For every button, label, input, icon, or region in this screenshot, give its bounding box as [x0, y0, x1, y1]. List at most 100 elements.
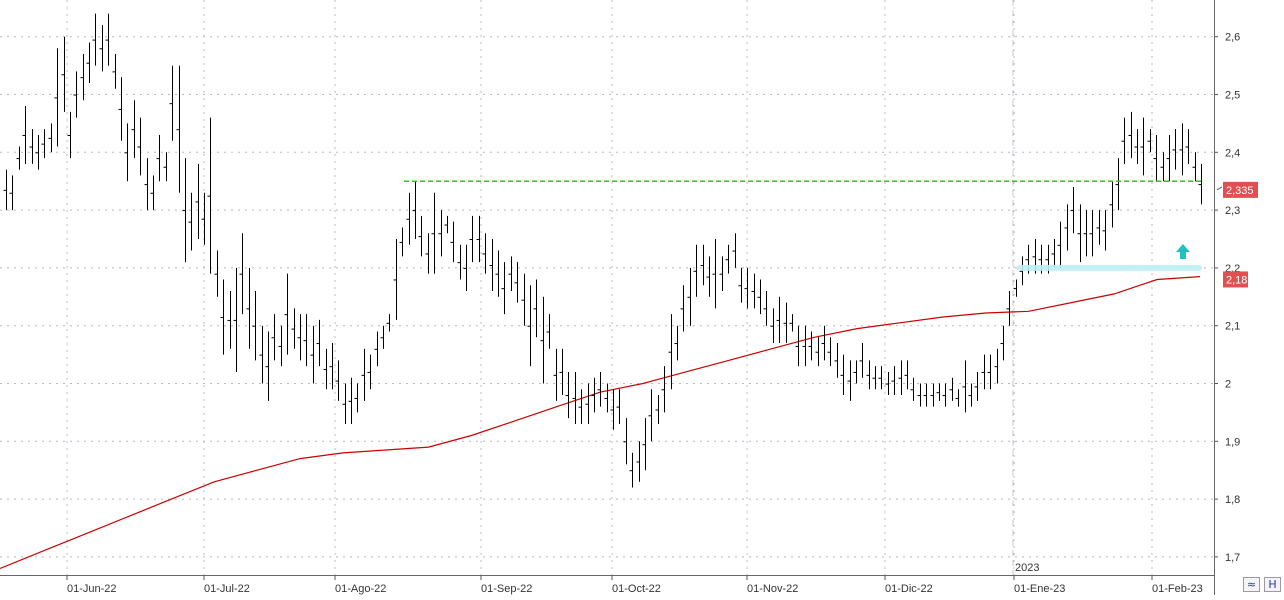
price-bar — [994, 348, 998, 384]
price-bar — [1102, 210, 1106, 251]
price-bar — [642, 418, 646, 471]
price-bar — [476, 215, 480, 263]
price-bar — [732, 233, 736, 268]
price-bar — [482, 233, 486, 274]
last-price-pointer — [1216, 186, 1223, 191]
price-bar — [1057, 221, 1061, 268]
price-bar — [789, 314, 793, 332]
axes: 1,71,81,922,12,22,32,42,52,601-Jun-22 01-… — [0, 0, 1258, 595]
price-bar — [457, 244, 461, 280]
price-bar — [67, 111, 71, 159]
support-zone — [1017, 264, 1202, 271]
price-bar — [22, 106, 26, 164]
price-bar — [847, 360, 851, 401]
moving-average-badge — [1223, 271, 1248, 288]
price-bar — [878, 366, 882, 390]
price-bar — [469, 215, 473, 263]
price-bar — [16, 146, 20, 170]
price-bar — [73, 71, 77, 118]
price-bar — [303, 314, 307, 367]
price-bar — [802, 325, 806, 367]
price-bar — [719, 256, 723, 292]
price-bar — [578, 389, 582, 424]
price-bar — [418, 215, 422, 257]
price-bar — [655, 395, 659, 424]
price-tick-label: 2,1 — [1225, 321, 1240, 333]
price-bars — [3, 13, 1202, 488]
price-bar — [942, 383, 946, 407]
price-bar — [291, 308, 295, 349]
price-bar — [949, 377, 953, 401]
price-bar — [61, 36, 65, 112]
price-bar — [680, 285, 684, 332]
price-bar — [757, 279, 761, 315]
price-bar — [661, 366, 665, 413]
price-bar — [220, 279, 224, 355]
price-tick-label: 2,3 — [1225, 205, 1240, 217]
price-bar — [962, 360, 966, 413]
price-bar — [316, 319, 320, 367]
price-bar — [1160, 152, 1164, 182]
price-bar — [636, 441, 640, 482]
price-bar — [463, 244, 467, 292]
time-tick-label: 01-Oct-22 — [612, 583, 661, 595]
time-tick-label: 01-Nov-22 — [747, 583, 798, 595]
price-bar — [1153, 134, 1157, 182]
price-bar — [1077, 204, 1081, 263]
price-bar — [176, 65, 180, 193]
price-bar — [712, 239, 716, 309]
price-bar — [380, 325, 384, 349]
price-bar — [444, 215, 448, 234]
price-bar — [118, 77, 122, 141]
price-bar — [955, 389, 959, 407]
price-bar — [406, 192, 410, 245]
price-bar — [974, 371, 978, 401]
price-bar — [207, 117, 211, 274]
price-bar — [885, 371, 889, 396]
price-bar — [489, 239, 493, 292]
price-bar — [674, 325, 678, 361]
price-bar — [725, 244, 729, 274]
price-bar — [872, 366, 876, 390]
price-bar — [1121, 117, 1125, 164]
scale-mode-button[interactable]: H — [1264, 577, 1281, 592]
time-tick-label: 01-Jul-22 — [204, 583, 250, 595]
price-tick-label: 2,6 — [1225, 32, 1240, 44]
price-bar — [930, 383, 934, 407]
price-bar — [1089, 210, 1093, 257]
price-bar — [968, 383, 972, 407]
price-bar — [124, 123, 128, 182]
price-bar — [112, 54, 116, 89]
zoom-toggle-button[interactable]: ≈ — [1243, 577, 1260, 592]
price-bar — [859, 343, 863, 378]
price-bar — [1000, 325, 1004, 361]
price-bar — [425, 233, 429, 274]
price-bar — [898, 360, 902, 396]
up-arrow-icon — [1176, 244, 1190, 259]
price-bar — [815, 337, 819, 367]
price-bar — [585, 383, 589, 424]
price-bar — [623, 418, 627, 465]
price-bar — [1185, 129, 1189, 164]
price-bar — [86, 42, 90, 83]
price-bar — [1147, 129, 1151, 153]
price-bar — [9, 175, 13, 211]
price-bar — [156, 134, 160, 182]
price-bar — [182, 158, 186, 263]
price-bar — [795, 325, 799, 367]
price-bar — [559, 348, 563, 396]
price-tick-label: 1,7 — [1225, 552, 1240, 564]
price-bar — [514, 262, 518, 303]
price-bar — [431, 192, 435, 274]
price-bar — [604, 383, 608, 413]
price-tick-label: 1,9 — [1225, 436, 1240, 448]
price-bar — [751, 273, 755, 309]
price-bar — [866, 360, 870, 390]
price-bar — [700, 244, 704, 286]
price-bar — [1115, 158, 1119, 211]
price-bar — [284, 273, 288, 355]
price-bar — [131, 100, 135, 159]
price-bar — [188, 192, 192, 251]
price-bar — [540, 296, 544, 384]
